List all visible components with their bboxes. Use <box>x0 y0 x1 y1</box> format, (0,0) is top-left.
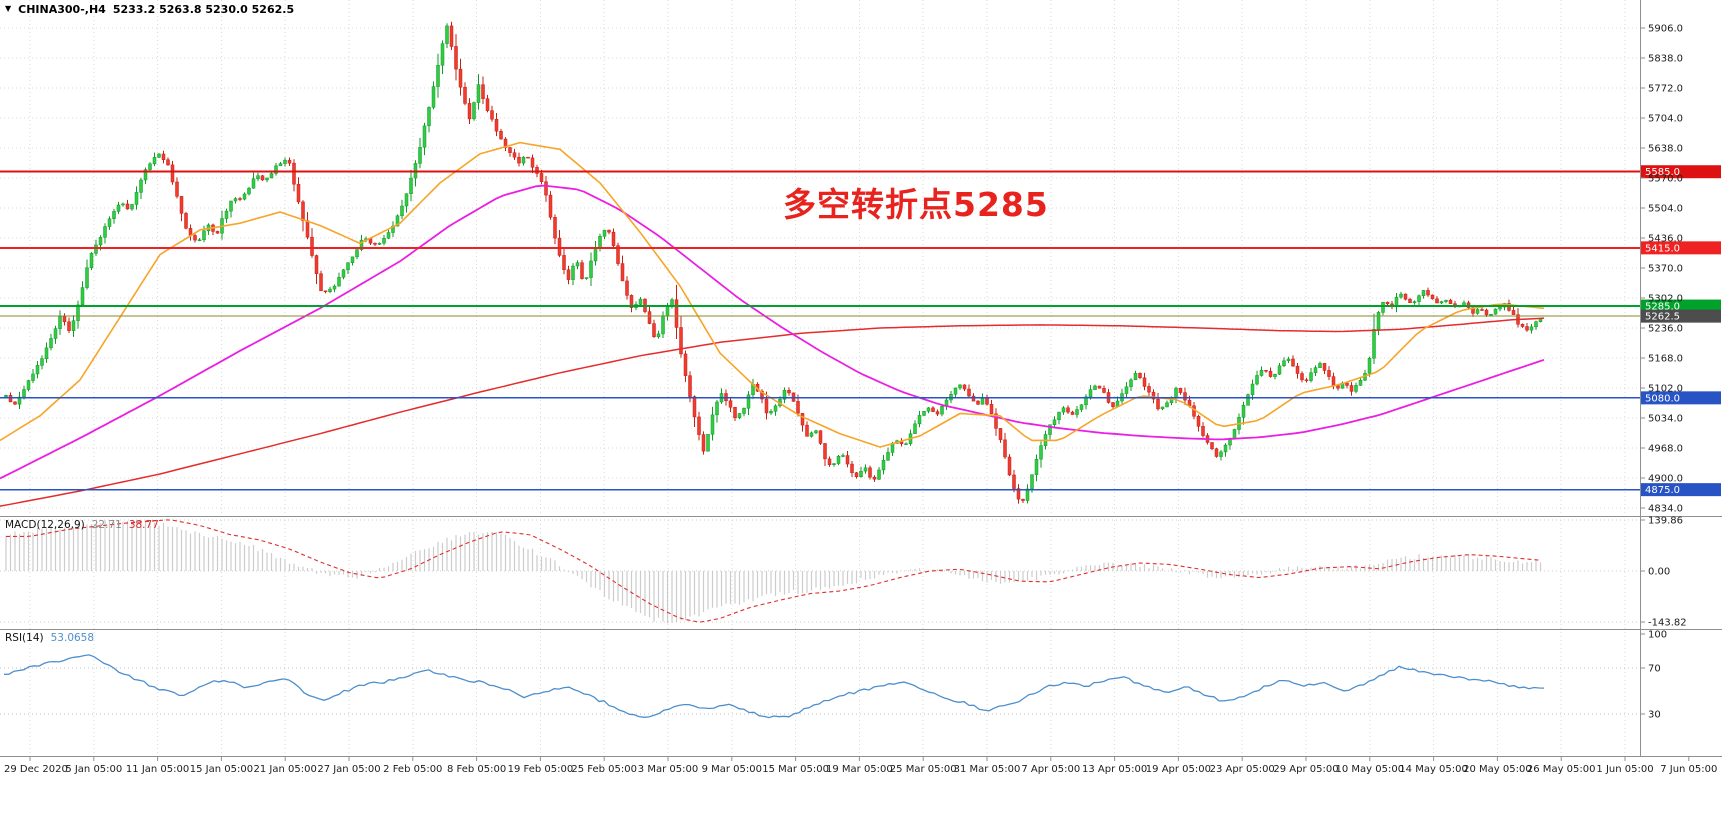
time-axis-label: 31 Mar 05:00 <box>954 764 1021 775</box>
rsi-value: 53.0658 <box>50 632 95 644</box>
macd-value-main: 22.71 <box>91 519 122 531</box>
time-axis-label: 5 Jan 05:00 <box>65 764 122 775</box>
chart-annotation: 多空转折点5285 <box>783 185 1049 224</box>
time-axis-label: 10 May 05:00 <box>1336 764 1405 775</box>
macd-axis-label: -143.82 <box>1648 618 1687 629</box>
macd-axis-label: 0.00 <box>1648 567 1670 578</box>
price-axis-label: 5168.0 <box>1648 354 1683 365</box>
level-price-tag <box>1641 241 1721 255</box>
macd-indicator-label: MACD(12,26,9) 22.71 38.77 <box>5 519 159 531</box>
time-axis-label: 25 Mar 05:00 <box>890 764 957 775</box>
time-axis-label: 29 Dec 2020 <box>4 764 68 775</box>
svg-text:4875.0: 4875.0 <box>1645 485 1680 496</box>
indicator-plots <box>3 519 1545 719</box>
svg-text:5415.0: 5415.0 <box>1645 243 1680 254</box>
time-axis-label: 13 Apr 05:00 <box>1082 764 1147 775</box>
time-axis-label: 15 Jan 05:00 <box>190 764 253 775</box>
time-axis-label: 8 Feb 05:00 <box>447 764 506 775</box>
chevron-down-icon[interactable]: ▼ <box>5 3 12 13</box>
time-axis-label: 2 Feb 05:00 <box>383 764 442 775</box>
axes: 5906.0 5838.0 5772.0 5704.0 5638.0 5570.0 5504… <box>0 0 1722 775</box>
time-axis-label: 26 May 05:00 <box>1527 764 1596 775</box>
price-axis-label: 5034.0 <box>1648 414 1683 425</box>
ohlc-values: 5233.2 5263.8 5230.0 5262.5 <box>112 3 295 16</box>
time-axis-label: 19 Apr 05:00 <box>1146 764 1211 775</box>
time-axis-label: 1 Jun 05:00 <box>1596 764 1653 775</box>
rsi-axis-label: 30 <box>1648 710 1661 721</box>
svg-text:5262.5: 5262.5 <box>1645 312 1680 323</box>
time-axis-label: 29 Apr 05:00 <box>1273 764 1338 775</box>
price-axis-label: 5236.0 <box>1648 324 1683 335</box>
time-axis-label: 15 Mar 05:00 <box>762 764 829 775</box>
time-axis-label: 9 Mar 05:00 <box>702 764 762 775</box>
price-axis-label: 4968.0 <box>1648 444 1683 455</box>
time-axis-label: 3 Mar 05:00 <box>638 764 698 775</box>
price-axis-label: 5370.0 <box>1648 264 1683 275</box>
price-axis-label: 5704.0 <box>1648 114 1683 125</box>
time-axis-label: 23 Apr 05:00 <box>1210 764 1275 775</box>
time-axis-label: 19 Mar 05:00 <box>826 764 893 775</box>
chart-title-bar: ▼ CHINA300-,H4 5233.2 5263.8 5230.0 5262… <box>5 3 294 16</box>
price-axis-label: 5638.0 <box>1648 144 1683 155</box>
macd-name: MACD(12,26,9) <box>5 519 85 531</box>
time-axis-label: 7 Jun 05:00 <box>1660 764 1717 775</box>
time-axis-label: 14 May 05:00 <box>1399 764 1468 775</box>
macd-signal-line <box>6 519 1540 623</box>
time-axis-label: 11 Jan 05:00 <box>126 764 189 775</box>
price-axis-label: 5570.0 <box>1648 174 1683 185</box>
symbol-timeframe-label: CHINA300-,H4 <box>18 3 106 16</box>
current-price-tag <box>1641 309 1721 323</box>
horizontal-levels: 5585.0 5415.0 5285.0 5080.0 4875.0 5262.5 <box>0 165 1721 497</box>
time-axis-label: 7 Apr 05:00 <box>1021 764 1080 775</box>
time-axis-label: 19 Feb 05:00 <box>508 764 574 775</box>
price-axis-label: 5436.0 <box>1648 234 1683 245</box>
level-price-tag <box>1641 299 1721 313</box>
rsi-name: RSI(14) <box>5 632 44 644</box>
level-price-tag <box>1641 165 1721 179</box>
price-axis-label: 5102.0 <box>1648 384 1683 395</box>
svg-text:5285.0: 5285.0 <box>1645 302 1680 313</box>
rsi-axis-label: 100 <box>1648 630 1667 641</box>
level-price-tag <box>1641 483 1721 497</box>
ma-line-mid <box>0 184 1545 480</box>
svg-text:5585.0: 5585.0 <box>1645 167 1680 178</box>
rsi-line <box>3 654 1545 719</box>
macd-axis-label: 139.86 <box>1648 516 1683 527</box>
time-axis-label: 27 Jan 05:00 <box>317 764 380 775</box>
price-axis-label: 5772.0 <box>1648 84 1683 95</box>
price-axis-label: 4900.0 <box>1648 474 1683 485</box>
rsi-indicator-label: RSI(14) 53.0658 <box>5 632 94 644</box>
grid-lines <box>0 0 1640 756</box>
price-axis-label: 4834.0 <box>1648 504 1683 515</box>
svg-text:5080.0: 5080.0 <box>1645 393 1680 404</box>
price-axis-label: 5838.0 <box>1648 54 1683 65</box>
time-axis-label: 21 Jan 05:00 <box>254 764 317 775</box>
price-axis-label: 5302.0 <box>1648 294 1683 305</box>
moving-average-lines <box>0 141 1545 507</box>
rsi-axis-label: 70 <box>1648 664 1661 675</box>
ma-line-slow <box>0 317 1545 507</box>
level-price-tag <box>1641 391 1721 405</box>
price-axis-label: 5906.0 <box>1648 24 1683 35</box>
price-axis-label: 5504.0 <box>1648 204 1683 215</box>
time-axis-label: 25 Feb 05:00 <box>571 764 637 775</box>
time-axis-label: 20 May 05:00 <box>1463 764 1532 775</box>
macd-value-signal: 38.77 <box>128 519 159 531</box>
ma-line-fast <box>0 141 1545 448</box>
